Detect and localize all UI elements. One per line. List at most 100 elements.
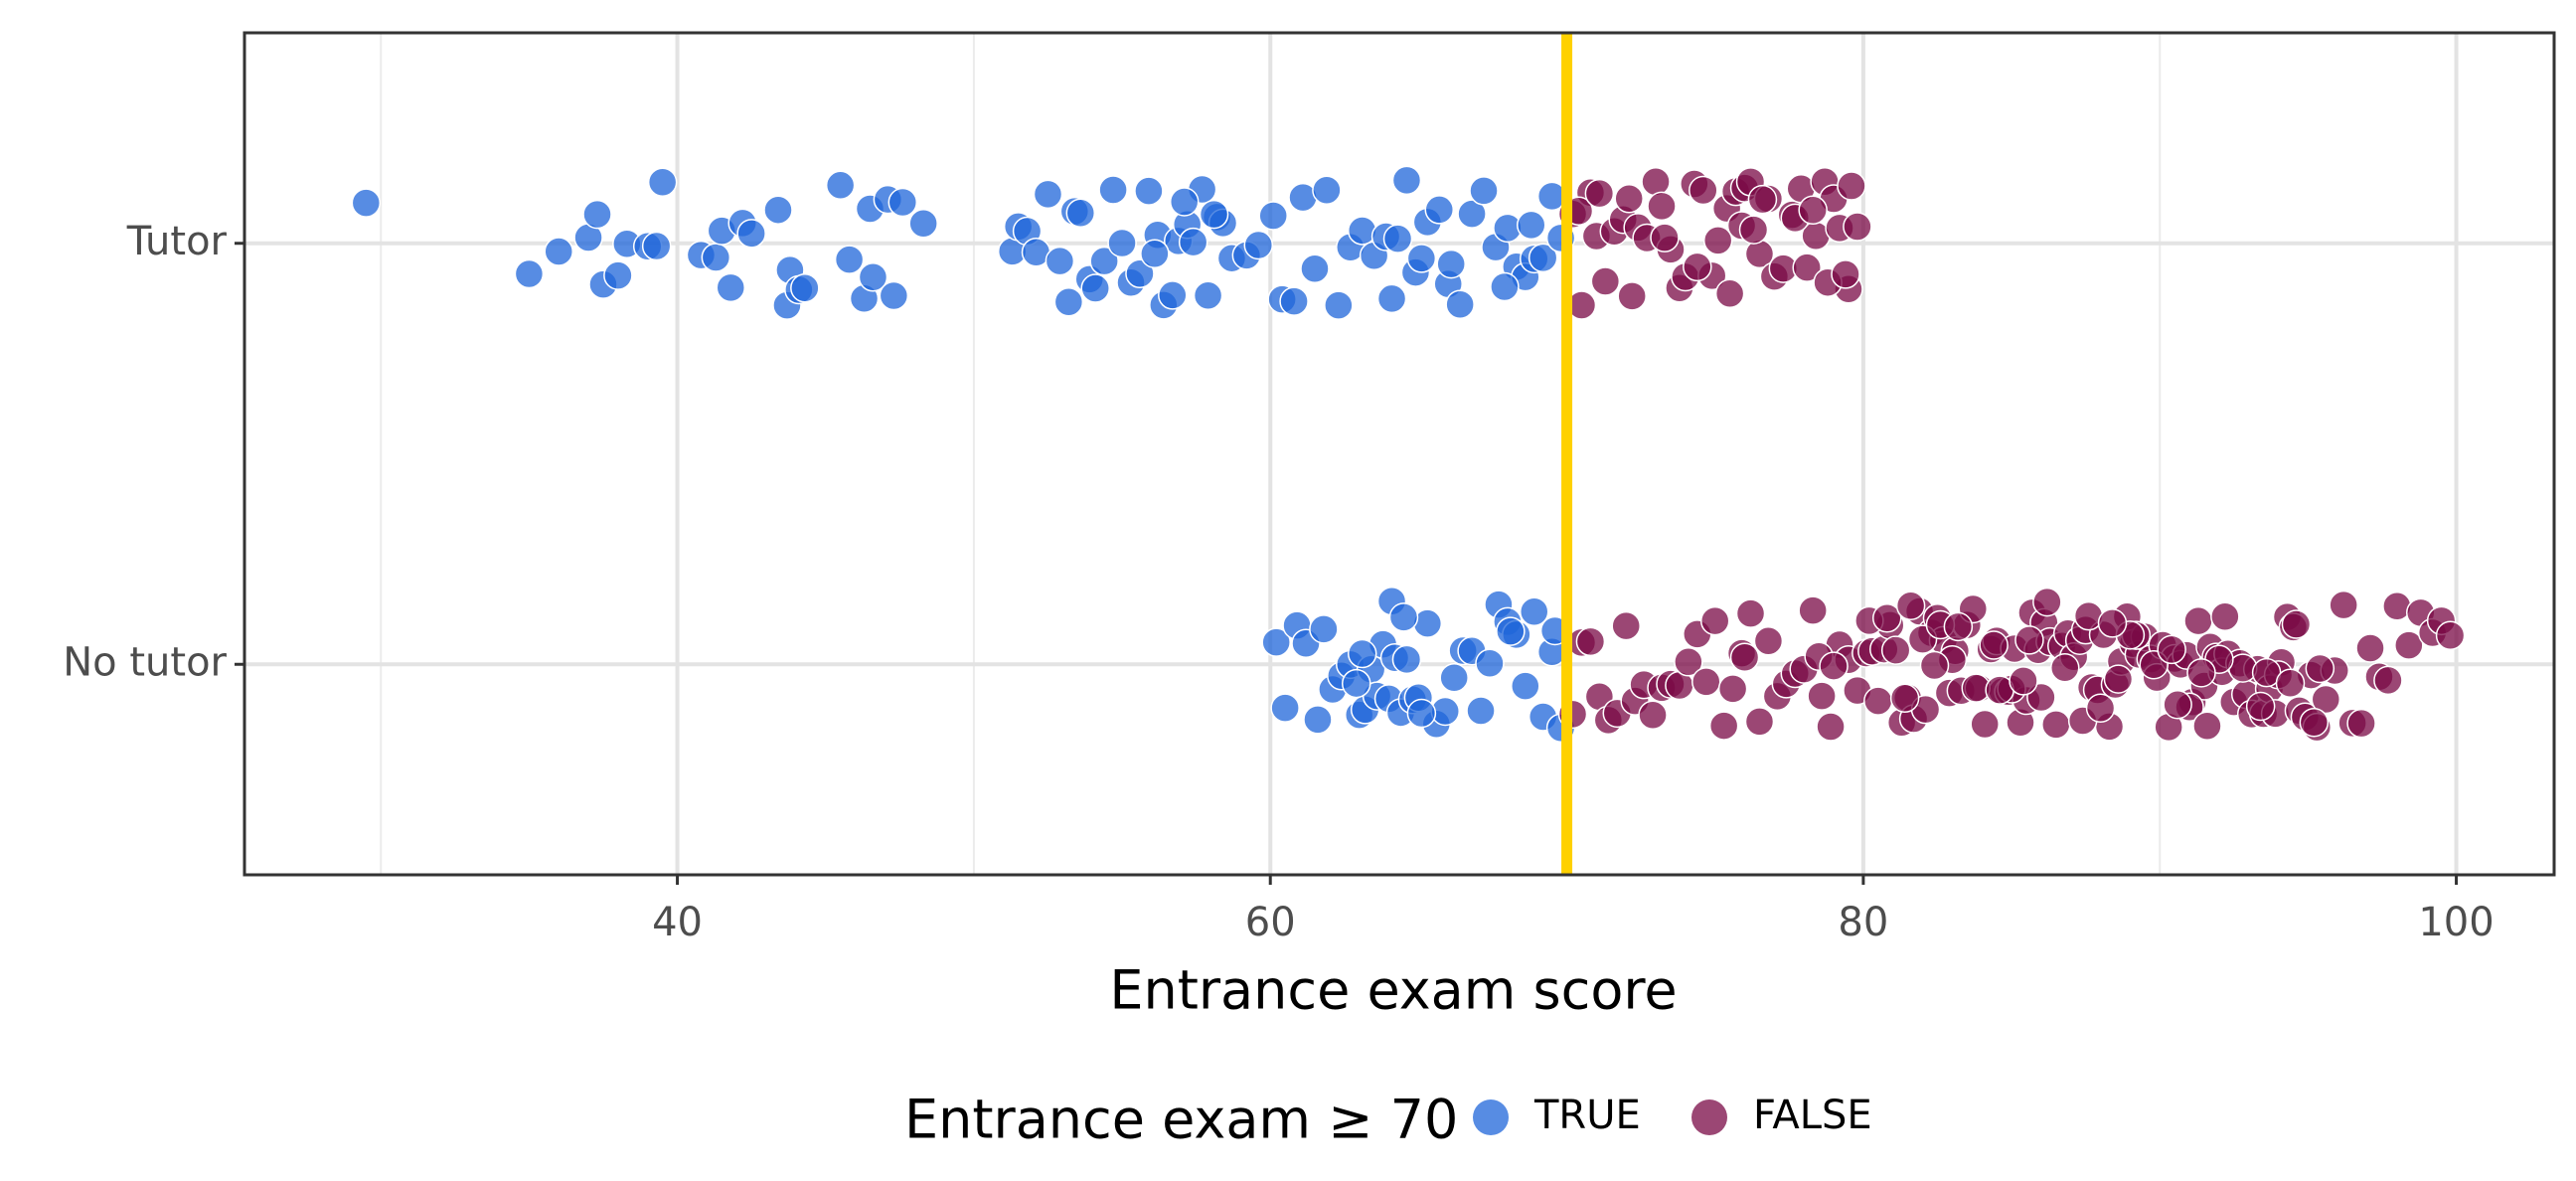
legend-label: TRUE [1533,1093,1641,1138]
point [1065,198,1096,229]
point [1406,698,1437,729]
point [2032,587,2062,617]
y-tick-label: No tutor [63,639,227,685]
point [1843,212,1872,242]
point [1388,602,1419,632]
point [1347,638,1377,669]
point [1747,184,1778,215]
point [1691,667,1721,697]
point [1391,165,1422,196]
point [887,187,918,218]
x-tick-label: 40 [652,900,703,945]
x-tick-label: 60 [1245,900,1296,945]
point [879,280,909,311]
point [514,258,545,289]
point [1943,611,1974,642]
point [1511,671,1540,701]
point [1517,210,1546,241]
point [1178,227,1208,257]
point [2050,653,2080,683]
point [1279,286,1309,316]
point [1125,258,1155,289]
point [1895,590,1926,620]
point [1134,176,1164,206]
point [641,231,672,261]
point [2275,668,2306,698]
point [1798,195,1828,226]
point [2157,634,2186,665]
point [763,195,793,225]
point [1490,271,1520,302]
point [1258,201,1288,231]
point [1107,228,1137,258]
point [1080,273,1110,303]
points [351,165,2466,743]
point [1744,707,1775,737]
y-tick-label: Tutor [126,219,228,264]
point [1169,187,1200,217]
point [834,245,865,274]
point [1053,286,1084,317]
point [2103,664,2134,694]
point [1729,642,1760,673]
point [2014,625,2044,655]
point [1714,278,1745,309]
point [351,188,382,218]
point [2097,608,2128,638]
point [1309,614,1339,644]
point [736,219,766,249]
point [1650,223,1680,253]
point [701,243,731,272]
point [1611,610,1641,641]
point [1614,184,1644,214]
point [790,273,820,303]
point [1045,246,1075,276]
point [1970,709,2000,740]
point [1300,253,1330,284]
x-axis-label: Entrance exam score [1109,959,1677,1022]
point [1831,259,1860,289]
point [2394,630,2424,660]
point [2192,711,2222,741]
point [582,199,612,230]
point [1341,668,1371,699]
point [1798,595,1828,625]
point [1617,281,1647,311]
point [1880,635,1911,665]
point [1753,625,1784,656]
point [1638,700,1668,731]
point [1837,171,1866,201]
point [1406,244,1437,273]
point [2183,605,2213,636]
point [1475,648,1505,678]
point [1382,224,1413,253]
x-tick-label: 80 [1838,900,1888,945]
point [1807,681,1837,711]
point [1590,266,1621,296]
point [1699,605,1730,636]
plot-background [244,33,2554,875]
point [1872,603,1902,633]
point [1303,705,1333,735]
point [2311,684,2341,715]
point [2373,665,2403,696]
point [1702,226,1733,255]
legend-swatch [1691,1099,1727,1135]
point [2163,690,2192,720]
point [1584,178,1615,209]
point [544,237,573,266]
point [2245,691,2276,722]
plot-border [242,31,2556,877]
point [1140,239,1170,268]
point [1863,686,1893,716]
point [2435,620,2466,651]
point [2305,653,2335,684]
point [2346,708,2376,739]
point [1708,711,1739,741]
point [2186,658,2216,688]
point [1575,626,1606,657]
point [1496,616,1526,646]
point [1792,253,1822,282]
point [1979,630,2009,660]
point [1089,246,1119,276]
